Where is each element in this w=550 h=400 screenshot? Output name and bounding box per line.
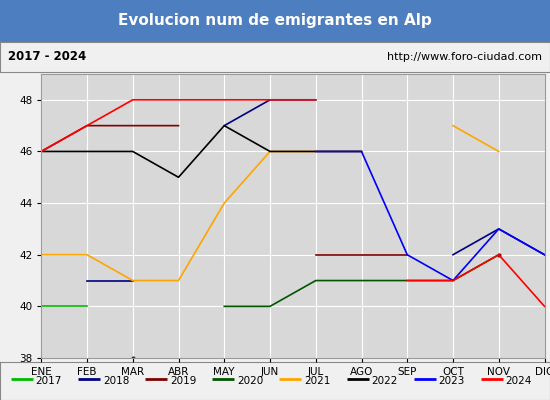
Text: Evolucion num de emigrantes en Alp: Evolucion num de emigrantes en Alp	[118, 14, 432, 28]
Text: 2024: 2024	[505, 376, 532, 386]
Text: 2019: 2019	[170, 376, 196, 386]
Text: 2022: 2022	[371, 376, 398, 386]
Text: http://www.foro-ciudad.com: http://www.foro-ciudad.com	[387, 52, 542, 62]
Text: 2017 - 2024: 2017 - 2024	[8, 50, 86, 64]
Text: 2020: 2020	[237, 376, 263, 386]
Text: 2023: 2023	[438, 376, 465, 386]
Text: 2018: 2018	[103, 376, 129, 386]
Text: 2021: 2021	[304, 376, 331, 386]
Text: 2017: 2017	[36, 376, 62, 386]
